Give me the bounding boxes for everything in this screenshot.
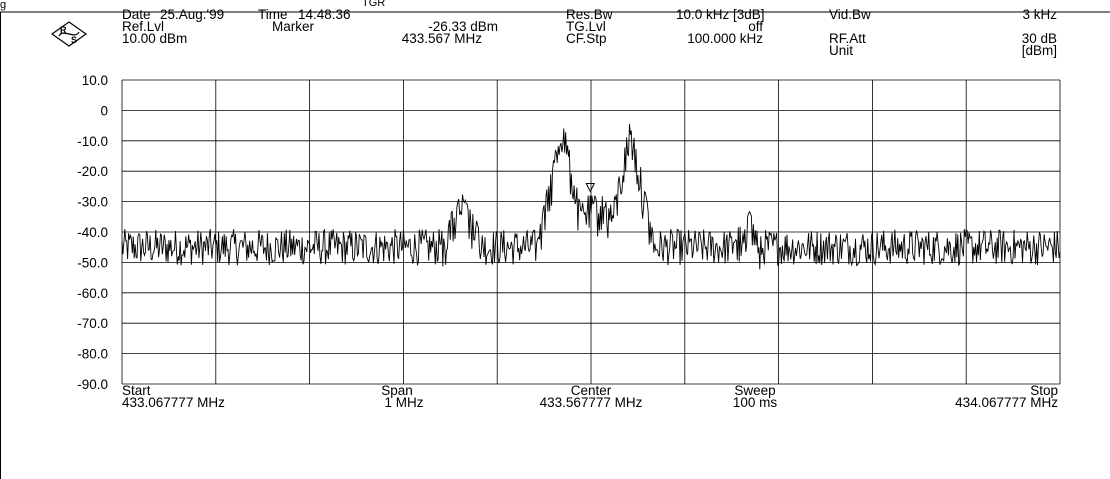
center-label: Center: [571, 383, 612, 398]
y-tick-label: -90.0: [77, 377, 108, 392]
cf-step-value: 100.000 kHz: [687, 31, 763, 46]
sweep-value: 100 ms: [733, 395, 778, 410]
y-tick-label: -80.0: [77, 347, 108, 362]
y-tick-label: 10.0: [82, 73, 108, 88]
svg-text:S: S: [71, 35, 77, 45]
center-value: 433.567777 MHz: [540, 395, 643, 410]
span-label: Span: [381, 383, 413, 398]
stop-value: 434.067777 MHz: [955, 395, 1058, 410]
marker-triangle: [585, 182, 596, 193]
rs-logo: R S: [50, 21, 88, 47]
res-bw-value: 10.0 kHz [3dB]: [676, 7, 765, 22]
svg-text:R: R: [60, 25, 67, 35]
y-tick-label: -40.0: [77, 225, 108, 240]
vid-bw-label: Vid.Bw: [829, 7, 871, 22]
unit-value: [dBm]: [1022, 43, 1057, 58]
time-label: Time: [258, 7, 288, 22]
y-tick-label: -10.0: [77, 134, 108, 149]
start-value: 433.067777 MHz: [122, 395, 225, 410]
y-tick-label: -20.0: [77, 164, 108, 179]
ref-level-value: 10.00 dBm: [122, 31, 187, 46]
top-fragment-left: g: [0, 0, 6, 11]
stop-label: Stop: [1030, 383, 1058, 398]
ref-level-label: Ref.Lvl: [122, 19, 164, 34]
res-bw-label: Res.Bw: [566, 7, 613, 22]
spectrum-trace: [121, 123, 1061, 270]
start-label: Start: [122, 383, 151, 398]
plot-grid: [121, 79, 1061, 385]
sweep-label: Sweep: [734, 383, 775, 398]
rf-att-value: 30 dB: [1022, 31, 1057, 46]
cf-step-label: CF.Stp: [566, 31, 607, 46]
tg-level-value: off: [748, 19, 763, 34]
y-tick-label: -60.0: [77, 286, 108, 301]
rf-att-label: RF.Att: [829, 31, 866, 46]
y-axis-ticks: 10.0 0 -10.0 -20.0 -30.0 -40.0 -50.0 -60.0 -70.0…: [77, 73, 108, 392]
y-tick-label: -70.0: [77, 316, 108, 331]
span-value: 1 MHz: [384, 395, 423, 410]
marker-level: -26.33 dBm: [428, 19, 498, 34]
y-tick-label: -30.0: [77, 195, 108, 210]
spectrum-plot: 10.0 0 -10.0 -20.0 -30.0 -40.0 -50.0 -60.0 -70.0…: [77, 73, 1061, 392]
marker-label: Marker: [272, 19, 315, 34]
top-fragment-mid: TGR: [362, 0, 385, 9]
y-tick-label: -50.0: [77, 255, 108, 270]
time-value: 14:48:36: [298, 7, 351, 22]
tg-level-label: TG.Lvl: [566, 19, 606, 34]
marker-frequency: 433.567 MHz: [402, 31, 483, 46]
y-tick-label: 0: [100, 103, 108, 118]
vid-bw-value: 3 kHz: [1022, 7, 1057, 22]
date-label: Date: [122, 7, 151, 22]
date-value: 25.Aug.'99: [160, 7, 224, 22]
unit-label: Unit: [829, 43, 853, 58]
